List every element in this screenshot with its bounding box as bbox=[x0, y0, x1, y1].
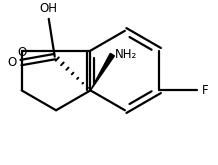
Text: O: O bbox=[8, 56, 17, 69]
Text: O: O bbox=[17, 46, 26, 59]
Polygon shape bbox=[90, 53, 114, 90]
Text: NH₂: NH₂ bbox=[115, 48, 138, 61]
Text: OH: OH bbox=[40, 2, 58, 15]
Text: F: F bbox=[202, 84, 209, 97]
